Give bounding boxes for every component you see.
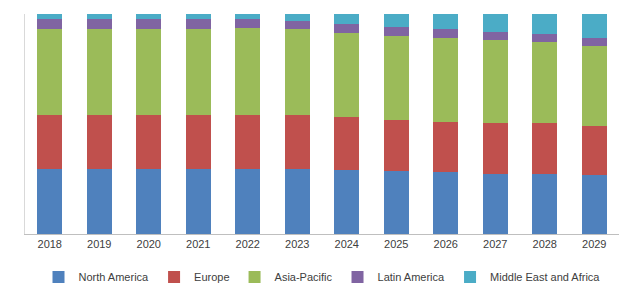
svg-text:2025: 2025 — [384, 238, 408, 250]
svg-text:North America: North America — [79, 271, 150, 283]
svg-text:2020: 2020 — [137, 238, 161, 250]
svg-text:Asia-Pacific: Asia-Pacific — [275, 271, 333, 283]
svg-text:Latin America: Latin America — [378, 271, 446, 283]
svg-text:2021: 2021 — [186, 238, 210, 250]
svg-text:2023: 2023 — [285, 238, 309, 250]
svg-text:2026: 2026 — [434, 238, 458, 250]
svg-text:2022: 2022 — [236, 238, 260, 250]
svg-text:2019: 2019 — [87, 238, 111, 250]
svg-text:2024: 2024 — [335, 238, 359, 250]
svg-text:Europe: Europe — [194, 271, 229, 283]
svg-text:2029: 2029 — [582, 238, 606, 250]
svg-text:2027: 2027 — [483, 238, 507, 250]
svg-text:2028: 2028 — [533, 238, 557, 250]
svg-text:2018: 2018 — [38, 238, 62, 250]
svg-text:Middle East and Africa: Middle East and Africa — [490, 271, 600, 283]
